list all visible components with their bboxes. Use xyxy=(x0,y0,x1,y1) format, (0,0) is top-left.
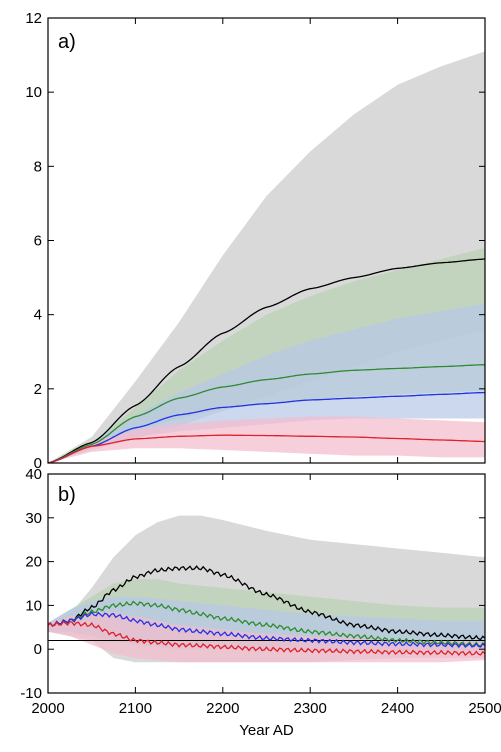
y-tick-label: 10 xyxy=(25,84,42,101)
uncertainty-band-3 xyxy=(48,303,485,463)
series-line-3 xyxy=(48,611,485,649)
plot-area xyxy=(48,51,485,463)
plot-area xyxy=(48,515,485,663)
y-tick-label: 12 xyxy=(25,10,42,27)
y-tick-label: 0 xyxy=(34,455,42,472)
x-axis-title: Year AD xyxy=(239,722,294,739)
x-tick-label: 2300 xyxy=(294,700,327,717)
series-line-1 xyxy=(48,565,485,641)
y-tick-label: 2 xyxy=(34,381,42,398)
panel-b: -10 0 10 20 30 40 2000 2100 2200 2300 2400 2500 b) Ye… xyxy=(20,466,501,739)
uncertainty-band-4 xyxy=(48,416,485,463)
axes-frame xyxy=(47,473,486,694)
y-tick-label: 10 xyxy=(25,597,42,614)
x-tick-label: 2000 xyxy=(31,700,64,717)
series-line-4 xyxy=(48,434,485,463)
series-line-3 xyxy=(48,391,485,463)
x-tick-label: 2100 xyxy=(119,700,152,717)
y-tick-label: 8 xyxy=(34,158,42,175)
y-tick-label: 30 xyxy=(25,510,42,527)
y-tick-label: 4 xyxy=(34,307,42,324)
series-line-1 xyxy=(48,258,485,463)
x-tick-label: 2200 xyxy=(206,700,239,717)
panel-label: a) xyxy=(58,31,76,53)
series-line-2 xyxy=(48,600,485,647)
y-tick-label: 0 xyxy=(34,641,42,658)
series-line-4 xyxy=(48,620,485,657)
x-tick-label: 2500 xyxy=(468,700,501,717)
y-tick-label: 6 xyxy=(34,233,42,250)
y-tick-label: 40 xyxy=(25,466,42,483)
y-tick-label: 20 xyxy=(25,554,42,571)
panel-a: 0 2 4 6 8 10 12 a) xyxy=(25,10,486,472)
y-tick-label: -10 xyxy=(20,685,42,702)
panel-label: b) xyxy=(58,484,76,506)
series-line-2 xyxy=(48,364,485,463)
x-tick-label: 2400 xyxy=(381,700,414,717)
uncertainty-band-1 xyxy=(48,51,485,463)
